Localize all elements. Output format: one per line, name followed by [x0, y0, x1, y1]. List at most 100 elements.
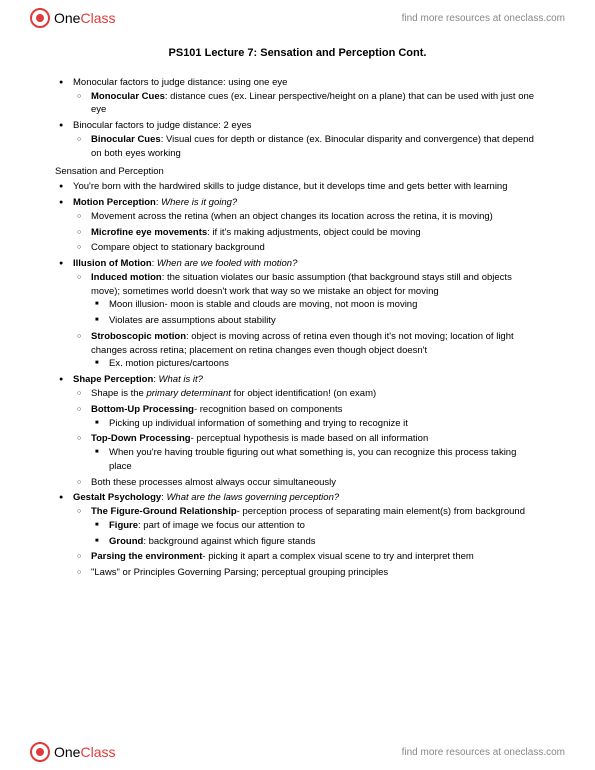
brand-name: OneClass — [54, 10, 115, 26]
list-item: The Figure-Ground Relationship- percepti… — [73, 505, 540, 548]
bold-term: Motion Perception — [73, 197, 156, 208]
list-item: Ex. motion pictures/cartoons — [91, 357, 540, 371]
brand-name-footer: OneClass — [54, 744, 115, 760]
sublist: Movement across the retina (when an obje… — [73, 210, 540, 255]
item-text: Both these processes almost always occur… — [91, 477, 336, 488]
item-text: Violates are assumptions about stability — [109, 315, 276, 326]
item-text: Monocular Cues: distance cues (ex. Linea… — [91, 91, 534, 116]
item-text: Shape is the primary determinant for obj… — [91, 388, 376, 399]
item-text: Ex. motion pictures/cartoons — [109, 358, 229, 369]
italic-term: What is it? — [159, 374, 203, 385]
bold-term: Stroboscopic motion — [91, 331, 186, 342]
list-item: Shape Perception: What is it? Shape is th… — [55, 373, 540, 489]
brand-logo: OneClass — [30, 8, 115, 28]
sublist: Moon illusion- moon is stable and clouds… — [91, 298, 540, 328]
section-label: Sensation and Perception — [55, 165, 540, 179]
logo-icon — [30, 742, 50, 762]
item-text: Top-Down Processing- perceptual hypothes… — [91, 433, 428, 444]
sublist: The Figure-Ground Relationship- percepti… — [73, 505, 540, 580]
list-item: Figure: part of image we focus our atten… — [91, 519, 540, 533]
item-text: The Figure-Ground Relationship- percepti… — [91, 506, 525, 517]
italic-term: When are we fooled with motion? — [157, 258, 297, 269]
list-item: Ground: background against which figure … — [91, 535, 540, 549]
list-item: Stroboscopic motion: object is moving ac… — [73, 330, 540, 371]
item-text: Gestalt Psychology: What are the laws go… — [73, 492, 339, 503]
bold-term: The Figure-Ground Relationship — [91, 506, 237, 517]
sublist: Shape is the primary determinant for obj… — [73, 387, 540, 489]
footer: OneClass find more resources at oneclass… — [0, 734, 595, 770]
header-tagline: find more resources at oneclass.com — [402, 13, 565, 24]
sublist: Ex. motion pictures/cartoons — [91, 357, 540, 371]
item-text: Microfine eye movements: if it's making … — [91, 227, 421, 238]
bold-term: Top-Down Processing — [91, 433, 191, 444]
item-text: Parsing the environment- picking it apar… — [91, 551, 474, 562]
list-item: Picking up individual information of som… — [91, 417, 540, 431]
item-text: Shape Perception: What is it? — [73, 374, 203, 385]
item-text: Monocular factors to judge distance: usi… — [73, 77, 287, 88]
list-item: Top-Down Processing- perceptual hypothes… — [73, 432, 540, 473]
sublist: Binocular Cues: Visual cues for depth or… — [73, 133, 540, 161]
list-item: Binocular factors to judge distance: 2 e… — [55, 119, 540, 160]
sublist: Picking up individual information of som… — [91, 417, 540, 431]
list-item: Parsing the environment- picking it apar… — [73, 550, 540, 564]
item-text: Movement across the retina (when an obje… — [91, 211, 493, 222]
item-text: Ground: background against which figure … — [109, 536, 315, 547]
italic-term: Where is it going? — [161, 197, 237, 208]
outline-top: Monocular factors to judge distance: usi… — [55, 76, 540, 161]
bold-term: Ground — [109, 536, 143, 547]
list-item: Microfine eye movements: if it's making … — [73, 226, 540, 240]
item-text: When you're having trouble figuring out … — [109, 447, 516, 472]
brand-logo-footer: OneClass — [30, 742, 115, 762]
item-text: Bottom-Up Processing- recognition based … — [91, 404, 342, 415]
footer-tagline: find more resources at oneclass.com — [402, 747, 565, 758]
sublist: Figure: part of image we focus our atten… — [91, 519, 540, 549]
list-item: Compare object to stationary background — [73, 241, 540, 255]
document-body: PS101 Lecture 7: Sensation and Perceptio… — [0, 36, 595, 580]
bold-term: Induced motion — [91, 272, 162, 283]
item-text: Binocular Cues: Visual cues for depth or… — [91, 134, 534, 159]
list-item: Both these processes almost always occur… — [73, 476, 540, 490]
sublist: Induced motion: the situation violates o… — [73, 271, 540, 371]
list-item: Monocular Cues: distance cues (ex. Linea… — [73, 90, 540, 118]
list-item: When you're having trouble figuring out … — [91, 446, 540, 474]
bold-term: Binocular Cues — [91, 134, 161, 145]
item-text: Moon illusion- moon is stable and clouds… — [109, 299, 417, 310]
list-item: You're born with the hardwired skills to… — [55, 180, 540, 194]
item-text: Stroboscopic motion: object is moving ac… — [91, 331, 514, 356]
item-text: You're born with the hardwired skills to… — [73, 181, 508, 192]
list-item: Induced motion: the situation violates o… — [73, 271, 540, 328]
item-text: Illusion of Motion: When are we fooled w… — [73, 258, 297, 269]
brand-part1: One — [54, 744, 80, 760]
sublist: Monocular Cues: distance cues (ex. Linea… — [73, 90, 540, 118]
bold-term: Illusion of Motion — [73, 258, 152, 269]
list-item: Motion Perception: Where is it going? Mov… — [55, 196, 540, 255]
list-item: Movement across the retina (when an obje… — [73, 210, 540, 224]
bold-term: Gestalt Psychology — [73, 492, 161, 503]
bold-term: Figure — [109, 520, 138, 531]
item-text: Figure: part of image we focus our atten… — [109, 520, 305, 531]
brand-part2: Class — [80, 744, 115, 760]
list-item: Bottom-Up Processing- recognition based … — [73, 403, 540, 431]
item-text: "Laws" or Principles Governing Parsing; … — [91, 567, 388, 578]
bold-term: Microfine eye movements — [91, 227, 207, 238]
list-item: Gestalt Psychology: What are the laws go… — [55, 491, 540, 580]
item-text: Motion Perception: Where is it going? — [73, 197, 237, 208]
italic-term: What are the laws governing perception? — [166, 492, 339, 503]
bold-term: Bottom-Up Processing — [91, 404, 194, 415]
outline-main: You're born with the hardwired skills to… — [55, 180, 540, 580]
list-item: Shape is the primary determinant for obj… — [73, 387, 540, 401]
sublist: When you're having trouble figuring out … — [91, 446, 540, 474]
bold-term: Monocular Cues — [91, 91, 165, 102]
list-item: Monocular factors to judge distance: usi… — [55, 76, 540, 117]
list-item: Moon illusion- moon is stable and clouds… — [91, 298, 540, 312]
item-text: Compare object to stationary background — [91, 242, 265, 253]
list-item: "Laws" or Principles Governing Parsing; … — [73, 566, 540, 580]
logo-icon — [30, 8, 50, 28]
bold-term: Parsing the environment — [91, 551, 202, 562]
list-item: Violates are assumptions about stability — [91, 314, 540, 328]
list-item: Illusion of Motion: When are we fooled w… — [55, 257, 540, 371]
item-text: Induced motion: the situation violates o… — [91, 272, 512, 297]
bold-term: Shape Perception — [73, 374, 153, 385]
brand-part1: One — [54, 10, 80, 26]
item-text: Picking up individual information of som… — [109, 418, 408, 429]
